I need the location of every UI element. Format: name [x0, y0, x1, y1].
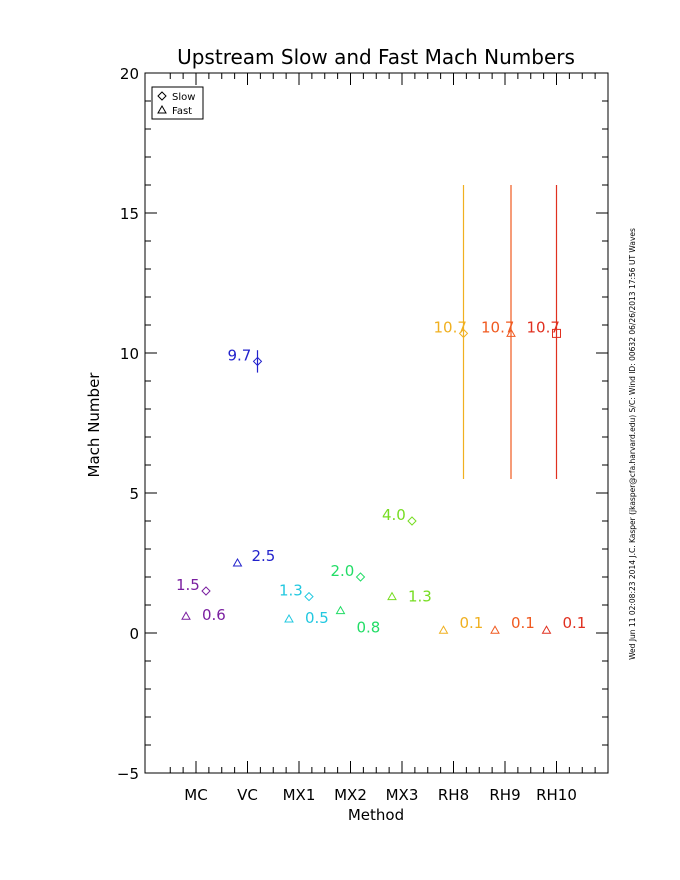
data-label: 10.7: [527, 318, 560, 336]
data-label: 0.6: [202, 606, 226, 624]
legend-label: Slow: [172, 92, 195, 103]
x-tick-label: MC: [184, 786, 207, 804]
data-label: 1.3: [408, 588, 432, 606]
data-point: [232, 557, 243, 567]
axis-ticks: −5 0 5 10 15 20 MC VC MX1 MX2 MX3 RH8 RH9 RH10: [117, 65, 608, 804]
data-point: [252, 356, 263, 367]
data-label: 0.8: [357, 619, 381, 637]
data-label: 4.0: [382, 506, 406, 524]
x-tick-label: MX3: [386, 786, 419, 804]
plot-frame: [144, 72, 609, 774]
x-axis-label: Method: [348, 806, 404, 824]
data-point: [304, 591, 314, 602]
data-label: 2.0: [331, 562, 355, 580]
data-point: [355, 572, 366, 582]
data-point: [407, 516, 417, 526]
data-point: [541, 625, 552, 634]
data-point: [458, 328, 469, 339]
data-label: 0.1: [563, 614, 587, 632]
data-point: [552, 328, 561, 338]
legend-label: Fast: [172, 106, 192, 117]
side-note: Wed Jun 11 02:08:23 2014 J.C. Kasper (jk…: [628, 228, 637, 660]
data-point: [201, 586, 211, 596]
x-tick-label: RH9: [489, 786, 520, 804]
data-label: 0.5: [305, 609, 329, 627]
legend-diamond-icon: [157, 91, 167, 101]
y-tick-label: 0: [129, 625, 139, 643]
y-tick-label: 10: [120, 345, 139, 363]
chart-title: Upstream Slow and Fast Mach Numbers: [177, 45, 575, 69]
data-point: [284, 613, 294, 623]
chart-marks: 1.5 9.7 1.3 2.0 4.0 10.7 0.6 2.5 0.5 0.8 1.3 0.1 0.1…: [176, 185, 586, 637]
data-label: 9.7: [228, 346, 252, 364]
y-tick-label: 5: [129, 485, 139, 503]
data-label: 1.3: [279, 582, 303, 600]
x-tick-label: MX1: [283, 786, 316, 804]
x-tick-label: MX2: [334, 786, 367, 804]
data-point: [506, 328, 516, 337]
legend-triangle-icon: [157, 104, 167, 114]
data-label: 0.1: [460, 614, 484, 632]
y-tick-label: −5: [117, 765, 139, 783]
data-point: [181, 611, 191, 620]
data-point: [335, 605, 346, 615]
data-label: 10.7: [481, 318, 514, 336]
data-point: [490, 625, 500, 634]
data-point: [387, 591, 397, 601]
data-label: 2.5: [252, 547, 276, 565]
x-tick-label: RH10: [536, 786, 577, 804]
data-label: 0.1: [511, 614, 535, 632]
y-axis-label: Mach Number: [85, 372, 103, 478]
data-point: [438, 625, 449, 634]
data-label: 10.7: [434, 318, 467, 336]
y-tick-label: 20: [120, 65, 139, 83]
legend: Slow Fast: [151, 86, 204, 120]
x-tick-label: VC: [237, 786, 258, 804]
x-tick-label: RH8: [438, 786, 469, 804]
data-label: 1.5: [176, 576, 200, 594]
y-tick-label: 15: [120, 205, 139, 223]
